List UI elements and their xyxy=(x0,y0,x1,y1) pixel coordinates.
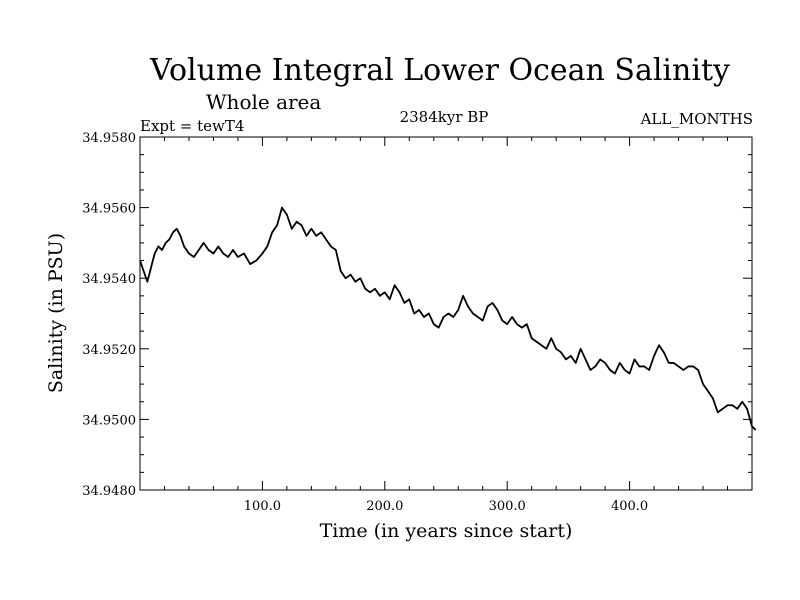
y-axis: 34.9480 34.9500 34.9520 34.9540 34.9560 34.95… xyxy=(82,131,752,499)
months-label: ALL_MONTHS xyxy=(640,110,753,128)
chart-title: Volume Integral Lower Ocean Salinity xyxy=(149,53,730,88)
y-tick-label: 34.9580 xyxy=(82,131,136,146)
salinity-series-line xyxy=(139,206,757,431)
chart-subtitle: Whole area xyxy=(206,90,321,114)
y-tick-label: 34.9540 xyxy=(82,272,136,287)
y-tick-label: 34.9520 xyxy=(82,343,136,358)
time-label: 2384kyr BP xyxy=(400,108,489,126)
y-tick-label: 34.9480 xyxy=(82,484,136,499)
y-tick-label: 34.9560 xyxy=(82,202,136,217)
y-tick-label: 34.9500 xyxy=(82,413,136,428)
x-axis-title: Time (in years since start) xyxy=(320,520,573,542)
y-axis-title: Salinity (in PSU) xyxy=(45,233,67,393)
x-tick-label: 100.0 xyxy=(244,499,281,514)
x-tick-label: 200.0 xyxy=(366,499,403,514)
x-tick-label: 400.0 xyxy=(611,499,648,514)
plot-frame xyxy=(139,136,753,491)
expt-label: Expt = tewT4 xyxy=(140,117,244,135)
x-tick-label: 300.0 xyxy=(489,499,526,514)
x-axis: 100.0 200.0 300.0 400.0 xyxy=(163,137,729,514)
